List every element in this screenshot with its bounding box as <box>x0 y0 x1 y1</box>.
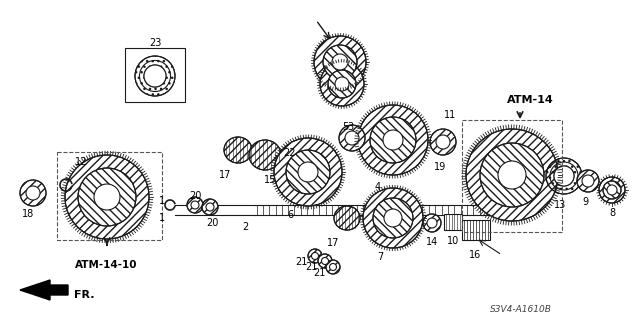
Circle shape <box>332 54 348 70</box>
Circle shape <box>373 198 413 238</box>
Circle shape <box>480 143 544 207</box>
Circle shape <box>599 177 625 203</box>
Circle shape <box>274 138 342 206</box>
Circle shape <box>436 135 450 149</box>
Text: 13: 13 <box>554 200 566 210</box>
Polygon shape <box>20 280 68 300</box>
Text: 18: 18 <box>22 209 35 219</box>
Circle shape <box>312 253 319 259</box>
Circle shape <box>582 175 594 187</box>
Circle shape <box>202 199 218 215</box>
Circle shape <box>607 185 617 195</box>
Circle shape <box>323 45 357 79</box>
Polygon shape <box>520 203 535 217</box>
Circle shape <box>26 186 40 200</box>
Text: 2: 2 <box>242 222 248 232</box>
Text: 19: 19 <box>434 162 446 172</box>
Circle shape <box>554 166 574 186</box>
Text: 20: 20 <box>189 191 201 201</box>
Bar <box>444 214 462 230</box>
Circle shape <box>20 180 46 206</box>
Text: 17: 17 <box>327 238 339 248</box>
Circle shape <box>358 105 428 175</box>
Text: 4: 4 <box>375 182 381 192</box>
Circle shape <box>466 129 558 221</box>
Text: 3: 3 <box>347 122 353 132</box>
Circle shape <box>318 254 332 268</box>
Circle shape <box>328 70 356 98</box>
Polygon shape <box>385 201 395 219</box>
Text: 1: 1 <box>159 196 165 206</box>
Circle shape <box>384 209 402 227</box>
Text: 5: 5 <box>342 122 348 132</box>
Circle shape <box>427 218 437 228</box>
Circle shape <box>314 36 366 88</box>
Ellipse shape <box>334 206 360 230</box>
Text: FR.: FR. <box>74 290 95 300</box>
Circle shape <box>320 62 364 106</box>
Text: 8: 8 <box>609 208 615 218</box>
Circle shape <box>78 168 136 226</box>
Circle shape <box>321 257 328 264</box>
Circle shape <box>370 117 416 163</box>
Bar <box>125 48 185 102</box>
Text: 20: 20 <box>206 218 218 228</box>
Bar <box>462 220 490 240</box>
Text: 1: 1 <box>159 213 165 223</box>
Circle shape <box>191 201 199 209</box>
Circle shape <box>308 249 322 263</box>
Text: 6: 6 <box>287 210 293 220</box>
Circle shape <box>383 130 403 150</box>
Bar <box>57 152 162 240</box>
Text: S3V4-A1610B: S3V4-A1610B <box>490 305 552 314</box>
Circle shape <box>187 197 203 213</box>
Circle shape <box>423 214 441 232</box>
Text: 21: 21 <box>305 262 317 272</box>
Text: 10: 10 <box>447 236 459 246</box>
Text: 7: 7 <box>377 252 383 262</box>
Ellipse shape <box>249 140 281 170</box>
Circle shape <box>339 125 365 151</box>
Text: 17: 17 <box>219 170 231 180</box>
Circle shape <box>335 77 349 91</box>
Text: 15: 15 <box>264 175 276 185</box>
Circle shape <box>577 170 599 192</box>
Circle shape <box>363 188 423 248</box>
Circle shape <box>65 155 149 239</box>
Circle shape <box>94 184 120 210</box>
Ellipse shape <box>224 137 252 163</box>
Circle shape <box>144 65 166 87</box>
Circle shape <box>345 131 359 145</box>
Text: 11: 11 <box>444 110 456 120</box>
Circle shape <box>430 129 456 155</box>
Circle shape <box>603 181 621 199</box>
Text: 22: 22 <box>284 148 296 158</box>
Text: 21: 21 <box>313 268 325 278</box>
Circle shape <box>298 162 318 182</box>
Text: 12: 12 <box>75 157 88 167</box>
Text: 16: 16 <box>469 250 481 260</box>
Circle shape <box>326 260 340 274</box>
Circle shape <box>330 263 337 271</box>
Text: 23: 23 <box>149 38 161 48</box>
Polygon shape <box>175 205 250 215</box>
Text: ATM-14-10: ATM-14-10 <box>75 260 138 270</box>
Circle shape <box>286 150 330 194</box>
Circle shape <box>498 161 526 189</box>
Text: 14: 14 <box>426 237 438 247</box>
Text: 9: 9 <box>582 197 588 207</box>
Text: ATM-14: ATM-14 <box>507 95 554 105</box>
Bar <box>385 201 395 219</box>
Text: 21: 21 <box>295 257 307 267</box>
Bar <box>462 120 562 232</box>
Circle shape <box>206 203 214 211</box>
